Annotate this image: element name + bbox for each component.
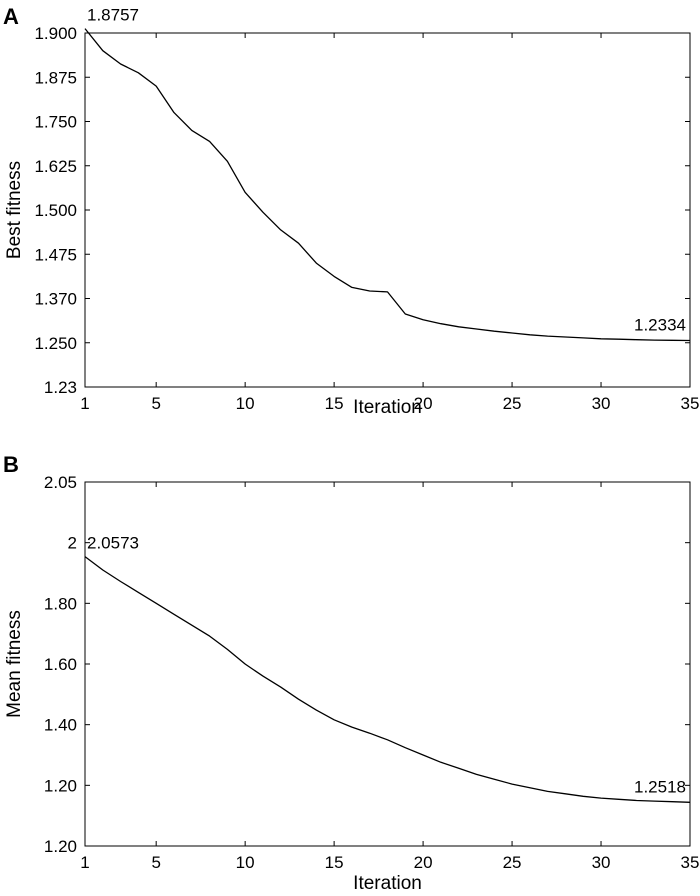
x-tick-label: 20 [414,394,433,413]
y-tick-label: 1.80 [44,594,77,613]
y-axis-label: Best fitness [4,161,25,259]
x-tick-label: 25 [503,394,522,413]
y-axis-label: Mean fitness [4,610,25,718]
y-tick-label: 1.23 [44,378,77,397]
y-tick-label: 1.60 [44,655,77,674]
y-tick-label: 1.625 [34,157,77,176]
y-tick-label: 1.475 [34,245,77,264]
y-tick-label: 1.20 [44,776,77,795]
x-tick-label: 10 [236,853,255,872]
end-value-label: 1.2518 [634,777,686,796]
y-tick-label: 1.40 [44,716,77,735]
y-tick-label: 1.250 [34,334,77,353]
y-tick-label: 1.20 [44,837,77,856]
series-line [84,28,691,342]
y-tick-label: 1.900 [34,24,77,43]
y-tick-label: 1.875 [34,68,77,87]
end-value-label: 1.2334 [634,316,686,335]
y-tick-label: 2 [68,534,77,553]
panel-a-chart: A1 5 10 15 20 25 30 351.231.2501.3701.4751.5001… [3,4,699,418]
x-tick-label: 10 [236,394,255,413]
x-tick-label: 1 [80,853,89,872]
plot-frame [84,481,691,847]
x-tick-label: 30 [592,394,611,413]
x-tick-label: 1 [80,394,89,413]
x-tick-label: 15 [325,853,344,872]
x-tick-label: 5 [151,853,160,872]
x-axis-label: Iteration [353,397,422,418]
x-tick-label: 20 [414,853,433,872]
panel-b-chart: B1 5 10 15 20 25 30 351.201.201.401.601.8022.05… [3,452,699,894]
start-value-label: 1.8757 [87,6,139,25]
x-tick-label: 30 [592,853,611,872]
x-tick-label: 35 [681,853,700,872]
y-tick-label: 1.750 [34,113,77,132]
plot-frame [84,32,691,388]
series-line [84,556,691,803]
x-axis-label: Iteration [353,873,422,894]
panel-label: A [3,4,19,29]
start-value-label: 2.0573 [87,534,139,553]
x-tick-label: 5 [151,394,160,413]
x-tick-label: 35 [681,394,700,413]
y-tick-label: 2.05 [44,473,77,492]
y-tick-label: 1.500 [34,201,77,220]
y-tick-label: 1.370 [34,290,77,309]
x-tick-label: 15 [325,394,344,413]
panel-label: B [3,452,19,477]
x-tick-label: 25 [503,853,522,872]
